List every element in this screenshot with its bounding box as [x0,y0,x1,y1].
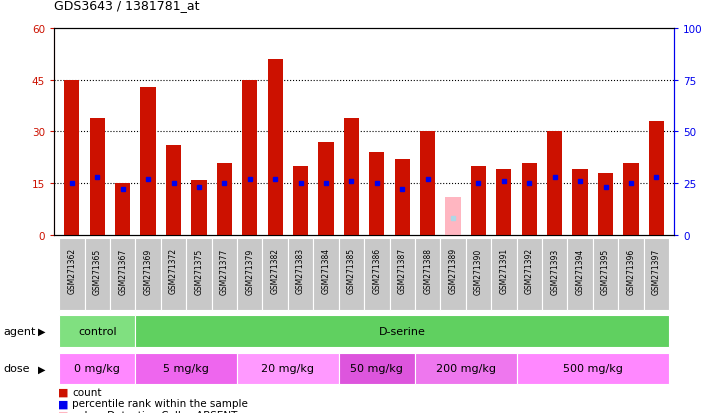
Bar [446,197,461,235]
Text: GSM271397: GSM271397 [652,248,661,294]
Bar [136,353,237,385]
Bar [516,239,542,311]
Text: GSM271386: GSM271386 [372,248,381,294]
Text: ■: ■ [58,410,68,413]
Bar [344,119,359,235]
Text: GSM271382: GSM271382 [270,248,280,294]
Bar [542,239,567,311]
Bar [644,239,669,311]
Text: GSM271393: GSM271393 [550,248,559,294]
Text: GSM271387: GSM271387 [398,248,407,294]
Bar [141,88,156,235]
Bar [237,353,339,385]
Bar [166,146,181,235]
Bar [115,184,131,235]
Text: GSM271395: GSM271395 [601,248,610,294]
Bar [59,353,136,385]
Bar [547,132,562,235]
Text: GSM271365: GSM271365 [93,248,102,294]
Bar [191,180,206,235]
Bar [339,353,415,385]
Bar [466,239,491,311]
Text: GSM271385: GSM271385 [347,248,356,294]
Bar [598,173,613,235]
Bar [649,122,664,235]
Text: ■: ■ [58,387,68,397]
Text: control: control [78,326,117,336]
Text: 0 mg/kg: 0 mg/kg [74,363,120,373]
Bar [516,353,669,385]
Text: count: count [72,387,102,397]
Text: percentile rank within the sample: percentile rank within the sample [72,399,248,408]
Text: GSM271384: GSM271384 [322,248,330,294]
Bar [64,81,79,235]
Text: value, Detection Call = ABSENT: value, Detection Call = ABSENT [72,410,237,413]
Text: GSM271391: GSM271391 [500,248,508,294]
Bar [567,239,593,311]
Bar [136,316,669,347]
Text: GSM271383: GSM271383 [296,248,305,294]
Bar [496,170,511,235]
Text: ▶: ▶ [37,363,45,374]
Bar [415,353,516,385]
Bar [59,316,136,347]
Text: GSM271388: GSM271388 [423,248,432,294]
Bar [267,60,283,235]
Text: GDS3643 / 1381781_at: GDS3643 / 1381781_at [54,0,200,12]
Text: agent: agent [4,326,36,337]
Text: GSM271367: GSM271367 [118,248,127,294]
Text: GSM271362: GSM271362 [67,248,76,294]
Bar [415,239,441,311]
Bar [136,239,161,311]
Bar [242,81,257,235]
Bar [59,239,84,311]
Bar [394,160,410,235]
Text: D-serine: D-serine [379,326,425,336]
Bar [217,163,232,235]
Text: dose: dose [4,363,30,374]
Text: 5 mg/kg: 5 mg/kg [163,363,209,373]
Text: GSM271390: GSM271390 [474,248,483,294]
Bar [471,166,486,235]
Text: GSM271379: GSM271379 [245,248,255,294]
Text: GSM271372: GSM271372 [169,248,178,294]
Text: GSM271375: GSM271375 [195,248,203,294]
Text: 20 mg/kg: 20 mg/kg [262,363,314,373]
Bar [212,239,237,311]
Bar [186,239,212,311]
Bar [364,239,389,311]
Bar [420,132,435,235]
Text: ■: ■ [58,399,68,408]
Bar [491,239,516,311]
Bar [522,163,537,235]
Text: ▶: ▶ [37,326,45,337]
Text: 200 mg/kg: 200 mg/kg [435,363,496,373]
Bar [84,239,110,311]
Bar [572,170,588,235]
Bar [262,239,288,311]
Bar [369,153,384,235]
Bar [314,239,339,311]
Bar [288,239,314,311]
Bar [161,239,186,311]
Text: 500 mg/kg: 500 mg/kg [563,363,623,373]
Text: GSM271392: GSM271392 [525,248,534,294]
Text: GSM271369: GSM271369 [143,248,153,294]
Bar [89,119,105,235]
Bar [624,163,639,235]
Bar [441,239,466,311]
Bar [319,142,334,235]
Bar [339,239,364,311]
Bar [593,239,618,311]
Bar [110,239,136,311]
Text: 50 mg/kg: 50 mg/kg [350,363,403,373]
Text: GSM271377: GSM271377 [220,248,229,294]
Text: GSM271394: GSM271394 [575,248,585,294]
Text: GSM271389: GSM271389 [448,248,458,294]
Bar [389,239,415,311]
Bar [618,239,644,311]
Text: GSM271396: GSM271396 [627,248,635,294]
Bar [237,239,262,311]
Bar [293,166,308,235]
